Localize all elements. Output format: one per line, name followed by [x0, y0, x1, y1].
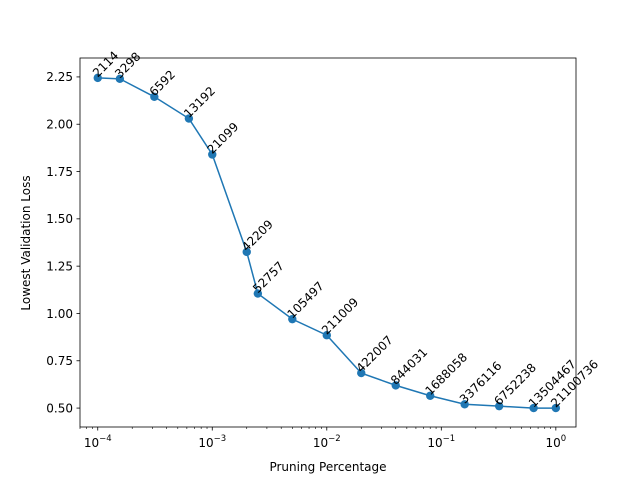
data-point — [322, 331, 331, 340]
data-point — [460, 400, 469, 409]
x-tick-label: 100 — [545, 434, 566, 450]
x-tick-label: 10−1 — [427, 434, 455, 450]
y-tick-label: 1.25 — [46, 259, 73, 273]
data-point — [288, 314, 297, 324]
data-point — [551, 403, 561, 413]
data-point — [93, 73, 102, 83]
y-tick-label: 0.75 — [46, 354, 73, 368]
data-point — [208, 150, 217, 159]
data-point — [115, 74, 125, 84]
data-point — [150, 92, 159, 101]
data-point — [391, 381, 400, 390]
data-point — [253, 289, 263, 298]
data-point — [494, 401, 504, 411]
y-tick-label: 1.75 — [46, 165, 73, 179]
data-point — [426, 391, 435, 400]
data-point — [357, 368, 366, 378]
y-axis-label: Lowest Validation Loss — [19, 175, 33, 310]
series-line — [97, 77, 556, 409]
axes-frame — [79, 57, 577, 428]
x-tick-label: 10−4 — [84, 434, 112, 450]
y-tick-label: 0.50 — [46, 401, 73, 415]
y-tick-label: 1.00 — [46, 307, 73, 321]
x-axis-label: Pruning Percentage — [269, 460, 386, 474]
x-tick-label: 10−3 — [198, 434, 226, 450]
y-tick-label: 2.00 — [46, 118, 73, 132]
data-point — [184, 114, 194, 123]
x-tick-label: 10−2 — [313, 434, 341, 450]
data-point — [242, 247, 251, 257]
data-point — [529, 403, 538, 413]
y-tick-label: 1.50 — [46, 212, 73, 226]
y-tick-label: 2.25 — [46, 70, 73, 84]
